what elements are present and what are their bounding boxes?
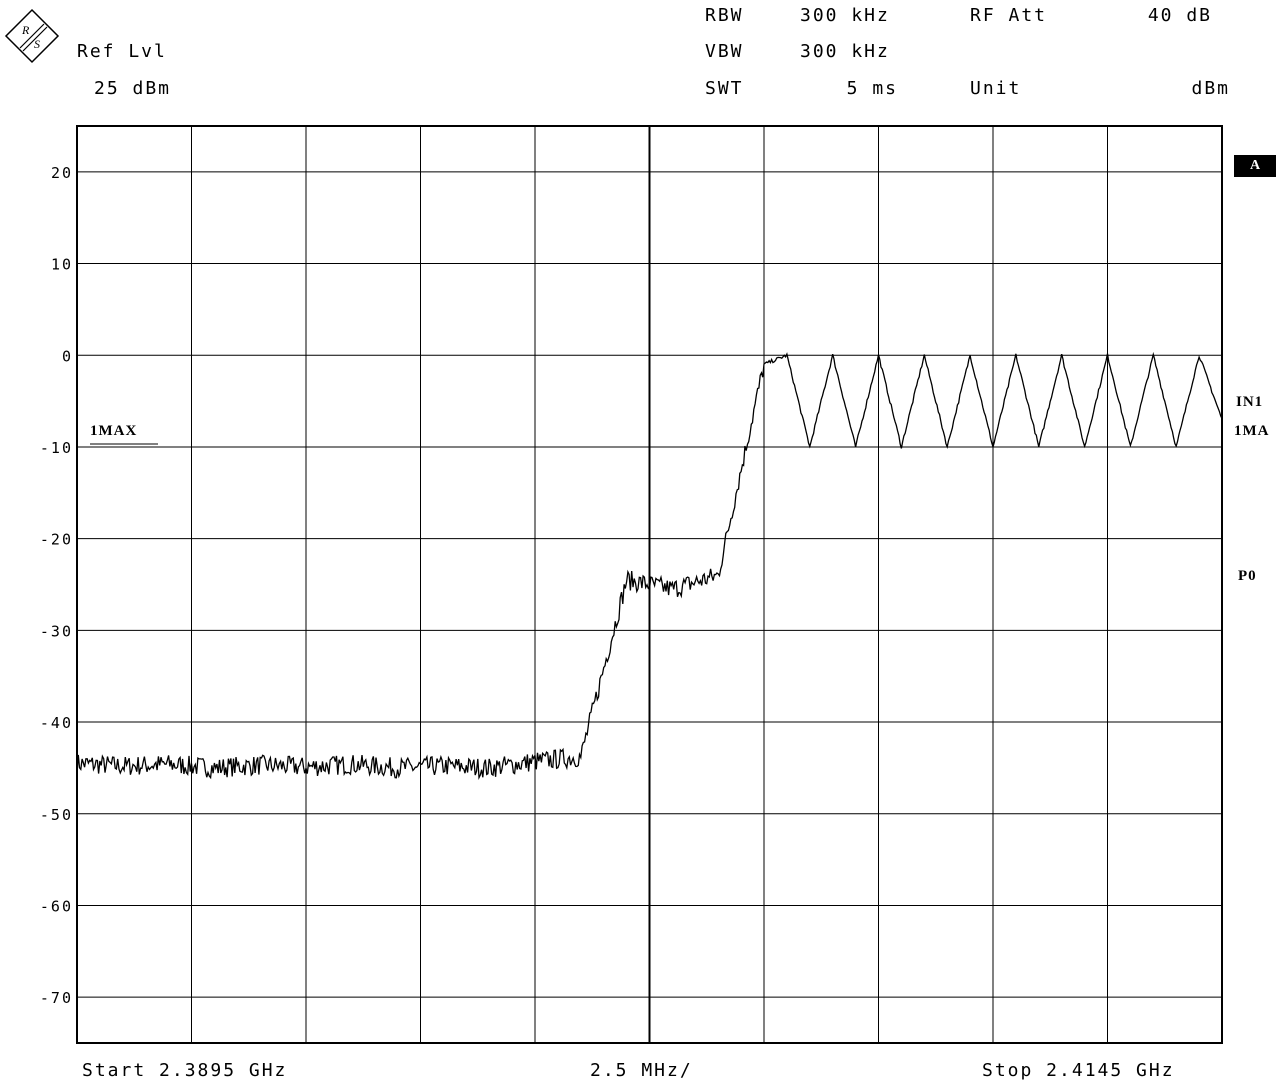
trace-a-indicator: A [1234, 155, 1276, 177]
vbw-value: 300 kHz [800, 41, 890, 62]
y-tick-label: 20 [51, 164, 73, 182]
swt-label: SWT [705, 78, 744, 99]
y-tick-label: -50 [40, 806, 73, 824]
rbw-label: RBW [705, 5, 744, 26]
input-1-label: IN1 [1236, 394, 1264, 410]
trace-1max-line [76, 351, 1223, 781]
start-frequency: Start 2.3895 GHz [82, 1060, 288, 1081]
unit-label: Unit [970, 78, 1022, 99]
y-tick-label: -30 [40, 622, 73, 640]
y-tick-label: -40 [40, 714, 73, 732]
y-tick-label: 10 [51, 256, 73, 274]
svg-text:R: R [21, 23, 30, 37]
unit-value: dBm [1191, 78, 1230, 99]
ref-level-value: 25 dBm [94, 78, 172, 99]
rf-att-value: 40 dB [1147, 5, 1212, 26]
rbw-value: 300 kHz [800, 5, 890, 26]
trace-mode-label: 1MA [1234, 423, 1270, 439]
y-tick-label: -60 [40, 897, 73, 915]
trace-1-label: 1MAX [90, 423, 138, 439]
preamp-label: P0 [1238, 568, 1257, 584]
y-tick-label: -70 [40, 989, 73, 1007]
span-per-division: 2.5 MHz/ [590, 1060, 693, 1081]
swt-value: 5 ms [846, 78, 898, 99]
vbw-label: VBW [705, 41, 744, 62]
y-tick-label: -10 [40, 439, 73, 457]
rf-att-label: RF Att [970, 5, 1048, 26]
rohde-schwarz-logo-icon: R S [4, 8, 60, 64]
stop-frequency: Stop 2.4145 GHz [982, 1060, 1175, 1081]
y-tick-label: -20 [40, 531, 73, 549]
y-tick-label: 0 [62, 347, 73, 365]
ref-level-label: Ref Lvl [77, 41, 167, 62]
svg-text:S: S [34, 37, 40, 51]
